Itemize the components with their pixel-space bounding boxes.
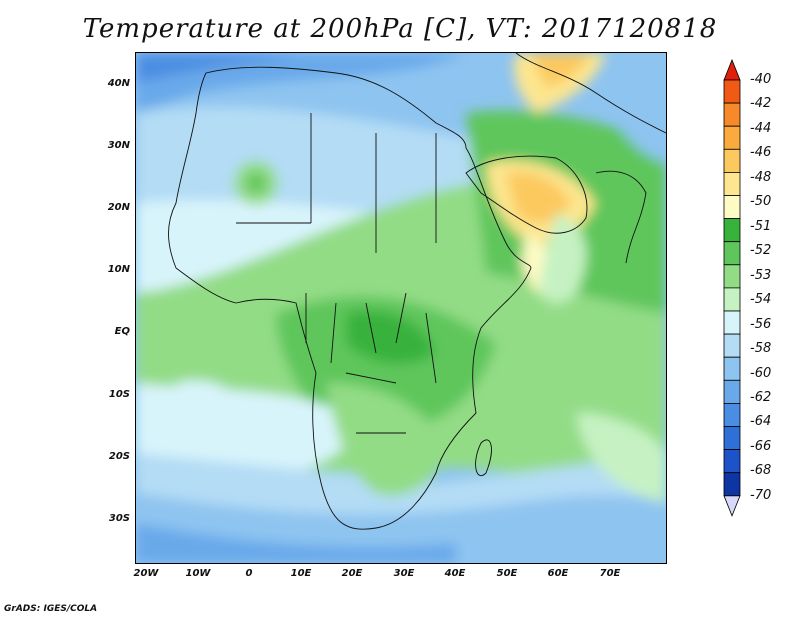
colorbar-box [723,102,741,127]
map-panel [135,52,667,564]
colorbar-box [723,148,741,173]
colorbar-box [723,125,741,150]
colorbar-box [723,264,741,289]
coastlines [168,53,666,530]
lat-tick-label: 30S [108,513,130,524]
lon-tick-label: 0 [245,568,253,579]
lat-tick-label: 30N [107,140,130,151]
lon-tick-label: 30E [393,568,415,579]
colorbar-level-label: -68 [750,463,772,479]
colorbar-box [723,79,741,104]
lon-tick-label: 20E [341,568,363,579]
colorbar-box [723,472,741,497]
colorbar [723,58,741,517]
temperature-map [136,53,666,563]
colorbar-top-arrow [723,58,741,81]
lon-tick-label: 20W [133,568,159,579]
colorbar-box [723,287,741,312]
colorbar-level-label: -58 [750,341,772,357]
colorbar-bottom-arrow [723,495,741,517]
lon-tick-label: 10W [185,568,211,579]
colorbar-level-label: -48 [750,169,772,185]
colorbar-level-label: -56 [750,316,772,332]
lat-tick-label: 20S [108,451,130,462]
colorbar-level-label: -70 [750,487,772,503]
lat-tick-label: EQ [114,326,130,337]
lat-tick-label: 20N [107,202,130,213]
colorbar-level-label: -54 [750,292,772,308]
colorbar-box [723,402,741,427]
lon-tick-label: 70E [599,568,621,579]
colorbar-box [723,333,741,358]
colorbar-level-label: -44 [750,120,772,136]
colorbar-level-label: -50 [750,194,772,210]
colorbar-level-label: -62 [750,389,772,405]
colorbar-level-label: -46 [750,145,772,161]
colorbar-level-label: -52 [750,243,772,259]
lat-tick-label: 10N [107,264,130,275]
lon-tick-label: 60E [547,568,569,579]
lat-tick-label: 40N [107,78,130,89]
colorbar-box [723,195,741,220]
colorbar-box [723,241,741,266]
colorbar-level-label: -64 [750,414,772,430]
lon-tick-label: 40E [444,568,466,579]
lat-tick-label: 10S [108,389,130,400]
colorbar-level-label: -53 [750,267,772,283]
colorbar-box [723,449,741,474]
colorbar-box [723,356,741,381]
map-title: Temperature at 200hPa [C], VT: 201712081… [82,14,718,44]
colorbar-box [723,426,741,451]
colorbar-box [723,379,741,404]
colorbar-level-label: -40 [750,72,772,87]
colorbar-level-label: -42 [750,96,772,112]
lon-tick-label: 10E [290,568,312,579]
lon-tick-label: 50E [496,568,518,579]
colorbar-box [723,310,741,335]
colorbar-box [723,172,741,196]
colorbar-level-label: -60 [750,365,772,381]
temperature-field [136,53,666,563]
colorbar-level-label: -66 [750,438,772,454]
colorbar-level-label: -51 [750,218,772,234]
footer-credit: GrADS: IGES/COLA [4,604,98,614]
colorbar-box [723,218,741,243]
